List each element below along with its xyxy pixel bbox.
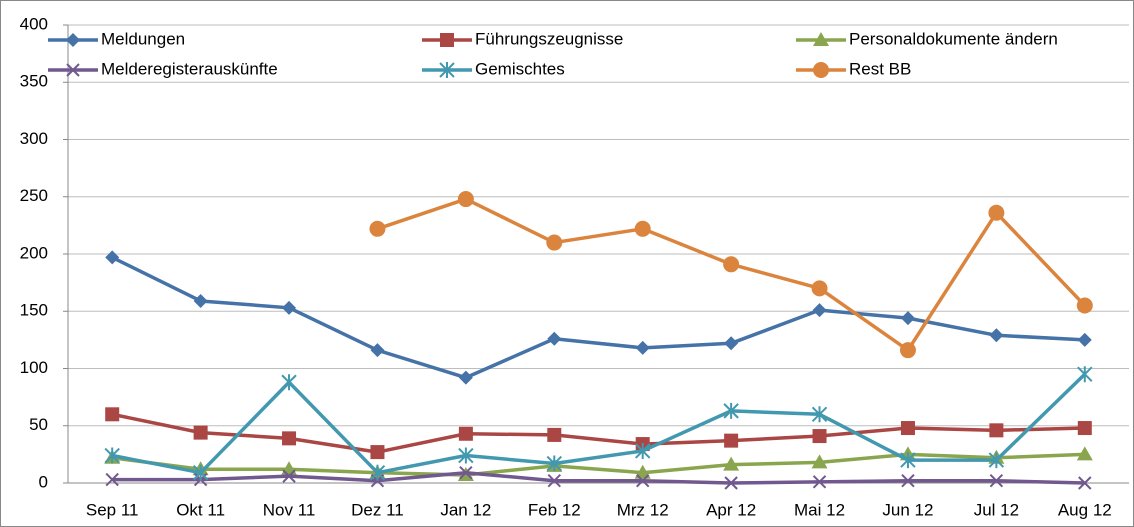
marker [634,220,651,237]
marker [440,33,454,47]
marker [811,406,828,423]
x-tick-label: Feb 12 [528,500,581,519]
marker [724,336,739,351]
marker [1076,446,1093,461]
x-tick-label: Okt 11 [176,500,225,519]
marker [546,234,563,251]
marker [812,429,827,444]
marker [723,402,739,419]
y-tick-label: 50 [29,415,48,434]
marker [369,464,386,481]
marker [901,474,915,488]
marker [900,311,915,326]
marker [813,62,829,78]
marker [369,220,386,237]
marker [989,328,1004,343]
y-tick-label: 350 [20,72,48,91]
marker [547,427,562,442]
marker [811,454,828,469]
marker [370,445,385,460]
x-tick-label: Mai 12 [794,500,845,519]
marker [457,191,474,208]
marker [988,204,1005,221]
marker [813,32,829,46]
marker [439,62,455,78]
marker [1078,476,1092,490]
legend-label: Personaldokumente ändern [849,29,1058,48]
series-line [111,372,1087,475]
x-tick-label: Mrz 12 [617,500,669,519]
marker [724,476,738,490]
marker [1077,421,1092,436]
marker [989,474,1004,488]
marker [370,343,385,358]
marker [636,474,650,488]
marker [459,465,473,480]
marker [812,303,827,318]
y-tick-label: 400 [20,14,48,33]
legend-label: Melderegisterauskünfte [101,59,278,78]
marker [989,423,1004,438]
marker [105,250,120,265]
marker [811,280,828,297]
marker [988,452,1005,469]
marker [105,472,119,487]
marker [899,342,916,359]
series-line [111,452,1085,477]
legend-label: Gemischtes [475,59,565,78]
marker [547,331,562,346]
marker [66,63,80,77]
series-line [111,412,1085,454]
marker [192,464,209,481]
marker [66,33,80,47]
marker [1077,332,1092,347]
marker [547,474,561,488]
x-tick-label: Aug 12 [1058,500,1112,519]
x-tick-label: Apr 12 [706,500,756,519]
legend-label: Meldungen [101,29,185,48]
x-tick-label: Dez 11 [351,500,404,519]
x-tick-label: Sep 11 [86,500,139,519]
marker [635,340,650,355]
marker [282,300,297,315]
marker [900,421,915,436]
marker [282,469,296,483]
series-line [112,470,1085,485]
y-tick-label: 100 [20,358,48,377]
marker [1076,297,1093,314]
y-tick-label: 200 [20,243,48,262]
marker [634,464,651,479]
marker [458,426,473,441]
y-tick-label: 300 [20,129,48,148]
marker [1077,366,1093,383]
marker [193,425,208,440]
marker [105,407,120,422]
marker [458,370,473,385]
legend-label: Rest BB [849,59,911,78]
marker [900,452,916,469]
y-tick-label: 150 [20,301,48,320]
x-tick-label: Jan 12 [440,500,491,519]
marker [458,447,474,464]
marker [723,456,740,471]
x-tick-label: Jul 12 [974,500,1019,519]
legend-label: Führungszeugnisse [475,29,623,48]
y-tick-label: 0 [39,472,48,491]
series-line [111,255,1085,380]
x-tick-label: Jun 12 [882,500,933,519]
marker [546,455,562,472]
marker [724,433,739,448]
marker [812,475,827,489]
x-tick-label: Nov 11 [263,500,316,519]
marker [635,442,651,459]
marker [723,256,740,273]
y-tick-label: 250 [20,186,48,205]
marker [193,293,208,308]
marker [282,431,297,446]
marker [281,374,297,391]
marker [104,447,120,464]
